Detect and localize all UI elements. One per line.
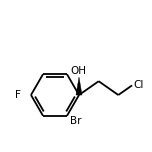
Text: Br: Br [70, 116, 81, 126]
Text: Cl: Cl [133, 80, 143, 90]
Text: OH: OH [70, 66, 86, 76]
Polygon shape [76, 77, 82, 95]
Text: F: F [15, 90, 21, 100]
